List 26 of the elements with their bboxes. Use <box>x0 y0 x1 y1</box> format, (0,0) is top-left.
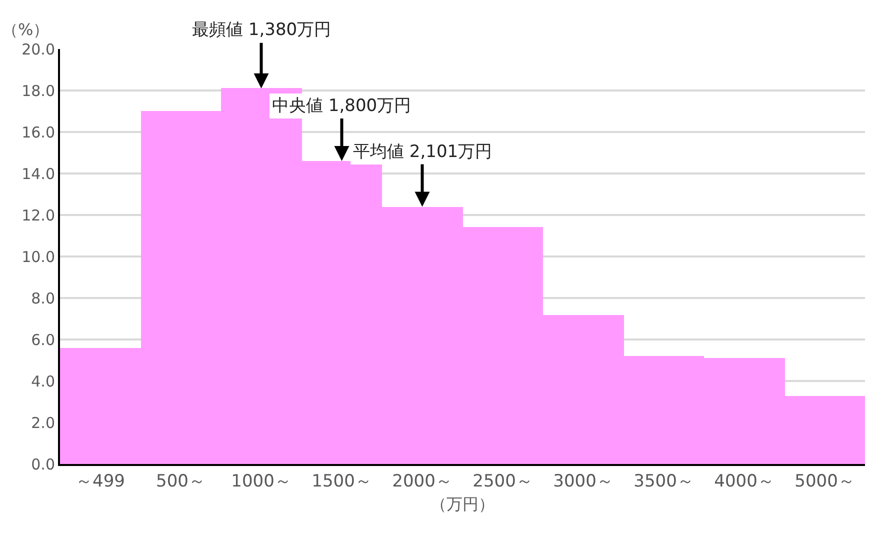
y-tick-label: 2.0 <box>31 414 55 432</box>
annotation: 平均値 2,101万円 <box>353 142 492 162</box>
y-tick-label: 18.0 <box>22 82 55 100</box>
y-tick-label: 10.0 <box>22 248 55 266</box>
x-tick-label: ～499 <box>76 471 125 492</box>
x-tick-label: 4000～ <box>714 471 774 492</box>
y-axis-title: （%） <box>2 20 50 39</box>
y-tick-label: 12.0 <box>22 206 55 224</box>
y-tick-label: 14.0 <box>22 164 55 183</box>
y-tick-label: 20.0 <box>22 40 55 58</box>
y-tick-label: 0.0 <box>31 455 55 474</box>
y-tick-label: 6.0 <box>31 330 55 349</box>
x-tick-label: 1000～ <box>231 471 292 492</box>
y-tick-label: 4.0 <box>31 372 55 390</box>
x-tick-label: 2000～ <box>392 471 452 492</box>
x-tick-label: 500～ <box>156 471 206 492</box>
annotation: 最頻値 1,380万円 <box>192 20 332 40</box>
x-tick-label: 5000～ <box>794 471 855 492</box>
x-tick-label: 3500～ <box>634 471 694 492</box>
x-tick-label: 1500～ <box>312 471 372 492</box>
x-axis-title: （万円） <box>430 494 494 514</box>
y-tick-label: 16.0 <box>22 123 55 142</box>
x-tick-label: 2500～ <box>472 471 533 492</box>
x-tick-label: 3000～ <box>553 471 614 492</box>
y-tick-label: 8.0 <box>31 289 55 308</box>
annotation: 中央値 1,800万円 <box>272 96 412 116</box>
